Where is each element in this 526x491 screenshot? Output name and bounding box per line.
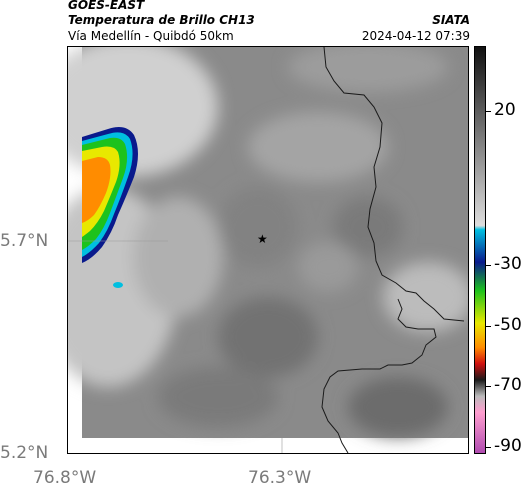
map-panel[interactable]: ★: [67, 46, 469, 454]
route-subtitle: Vía Medellín - Quibdó 50km: [68, 29, 234, 43]
datetime-label: 2024-04-12 07:39: [361, 29, 470, 43]
star-icon: ★: [257, 232, 268, 246]
cold-cloud-cluster: [82, 127, 138, 288]
colorbar-label-minus-70: -70: [494, 375, 522, 395]
product-title: Temperatura de Brillo CH13: [68, 13, 255, 27]
colorbar-tick: [486, 386, 491, 387]
colorbar-tick: [486, 111, 491, 112]
colorbar-label-minus-30: -30: [494, 254, 522, 274]
lat-label-5-2: 5.2°N: [0, 443, 49, 463]
colorbar-tick: [486, 326, 491, 327]
lon-label-76-8: 76.8°W: [33, 468, 97, 488]
colorbar-label-minus-90: -90: [494, 436, 522, 456]
lon-label-76-3: 76.3°W: [248, 468, 312, 488]
colorbar-tick: [486, 265, 491, 266]
satellite-image: [68, 47, 468, 453]
colorbar-label-20: 20: [494, 100, 516, 120]
organization-label: SIATA: [432, 13, 470, 27]
temperature-colorbar: [474, 46, 486, 454]
colorbar-tick: [486, 447, 491, 448]
lat-label-5-7: 5.7°N: [0, 231, 49, 251]
colorbar-label-minus-50: -50: [494, 315, 522, 335]
satellite-title: GOES-EAST: [68, 0, 145, 12]
